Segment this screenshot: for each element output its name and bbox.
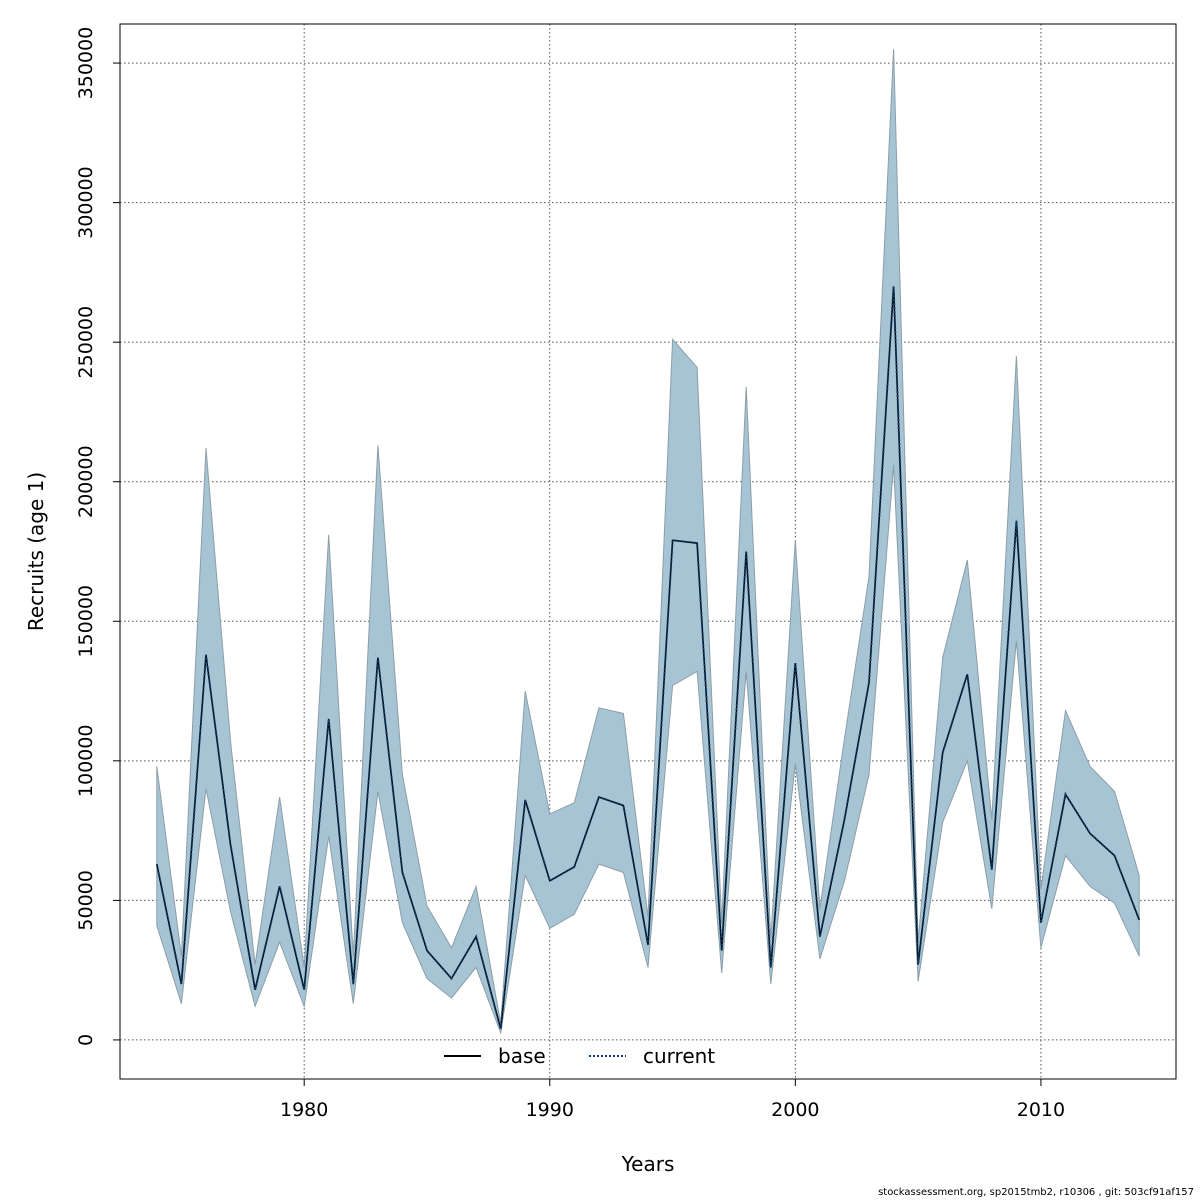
- y-tick-label: 100000: [75, 725, 97, 798]
- x-tick-label: 2000: [771, 1099, 819, 1121]
- x-tick-label: 1980: [280, 1099, 328, 1121]
- legend: base current: [444, 1044, 715, 1068]
- y-tick-label: 0: [75, 1034, 97, 1046]
- y-tick-label: 50000: [75, 870, 97, 930]
- y-tick-label: 200000: [75, 445, 97, 518]
- legend-label-base: base: [498, 1044, 546, 1068]
- x-tick-label: 1990: [526, 1099, 574, 1121]
- y-axis-title: Recruits (age 1): [24, 472, 48, 631]
- legend-label-current: current: [643, 1044, 715, 1068]
- x-axis: 1980 1990 2000 2010: [280, 1079, 1065, 1121]
- y-tick-label: 300000: [75, 166, 97, 239]
- footer-credit: stockassessment.org, sp2015tmb2, r10306 …: [878, 1187, 1194, 1198]
- x-tick-label: 2010: [1017, 1099, 1065, 1121]
- grid-lines: [120, 24, 1176, 1079]
- y-tick-label: 150000: [75, 585, 97, 658]
- x-axis-title: Years: [621, 1152, 675, 1176]
- y-tick-label: 250000: [75, 306, 97, 379]
- series-line-current: [155, 286, 1141, 1030]
- plot-frame: [119, 23, 1177, 1080]
- y-tick-label: 350000: [75, 27, 97, 100]
- y-axis: 0 50000 100000 150000 200000 250000 300000 3500…: [75, 27, 120, 1046]
- series-lines: [155, 286, 1141, 1030]
